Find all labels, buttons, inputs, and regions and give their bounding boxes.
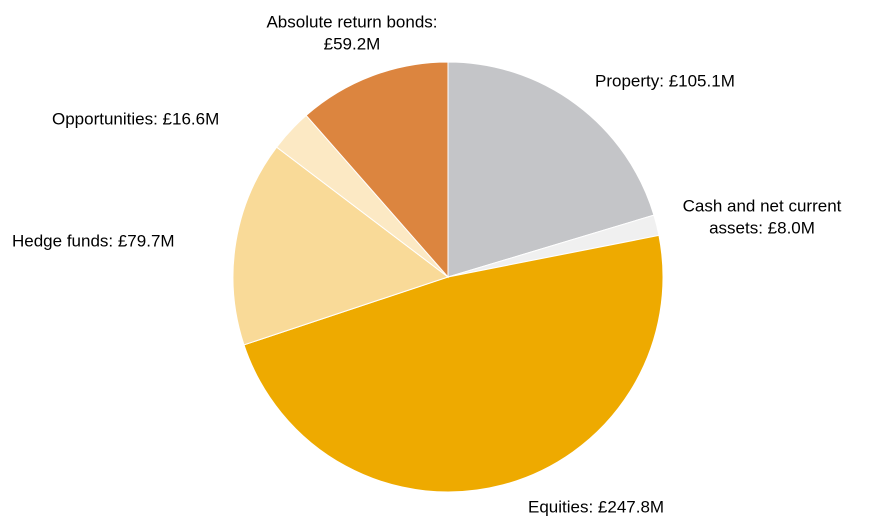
pie-slice (447, 61, 655, 278)
slice-label: £59.2M (324, 34, 381, 53)
slice-label: Property: £105.1M (595, 71, 735, 90)
slice-label: Equities: £247.8M (528, 497, 664, 516)
slice-label: Cash and net current (683, 196, 842, 215)
pie-slice (232, 146, 450, 346)
pie-slice (305, 61, 449, 279)
slice-label: assets: £8.0M (709, 218, 815, 237)
slice-label: Hedge funds: £79.7M (12, 231, 175, 250)
pie-slice (243, 234, 664, 493)
slice-label: Absolute return bonds: (266, 12, 437, 31)
slice-label: Opportunities: £16.6M (52, 109, 219, 128)
